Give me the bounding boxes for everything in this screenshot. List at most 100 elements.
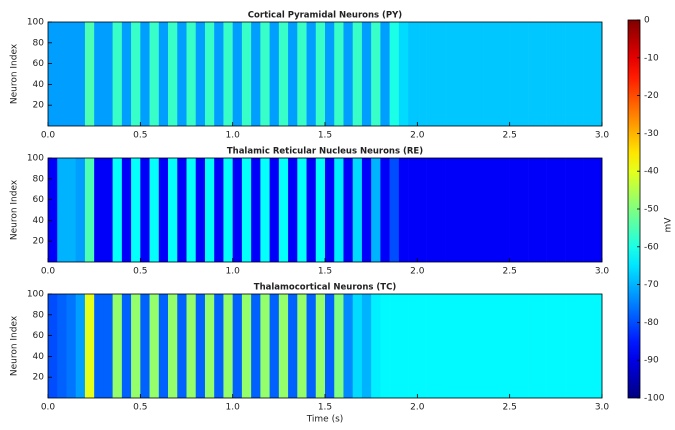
heat-cell xyxy=(66,294,76,398)
heat-cell xyxy=(325,22,335,126)
y-tick-label: 40 xyxy=(33,80,45,90)
heat-cell xyxy=(251,22,261,126)
heat-cell xyxy=(592,158,603,262)
y-tick-label: 20 xyxy=(33,101,45,111)
heat-cell xyxy=(325,294,335,398)
heat-cell xyxy=(84,22,95,126)
heat-cell xyxy=(509,22,520,126)
colorbar-tick-label: -90 xyxy=(644,356,659,366)
heat-cell xyxy=(260,22,270,126)
heat-cell xyxy=(352,158,363,262)
heat-cell xyxy=(84,158,95,262)
y-tick-label: 80 xyxy=(33,38,45,48)
heat-cell xyxy=(343,294,353,398)
heat-cell xyxy=(103,294,113,398)
heat-cell xyxy=(297,22,307,126)
heat-cell xyxy=(214,294,224,398)
heat-cell xyxy=(306,22,317,126)
heat-cell xyxy=(48,158,58,262)
heat-cell xyxy=(555,294,566,398)
heat-cell xyxy=(168,22,178,126)
heat-cell xyxy=(500,158,510,262)
heat-cell xyxy=(269,158,280,262)
colorbar-tick-label: -10 xyxy=(644,53,659,63)
heat-cell xyxy=(251,158,261,262)
heat-cell xyxy=(260,294,270,398)
heat-cell xyxy=(121,294,132,398)
heat-cell xyxy=(435,22,446,126)
heat-cell xyxy=(398,22,409,126)
heat-cell xyxy=(445,22,455,126)
x-tick-label: 0.0 xyxy=(41,403,56,413)
heat-cell xyxy=(371,158,381,262)
y-tick-label: 100 xyxy=(27,154,44,164)
heat-cell xyxy=(380,294,390,398)
y-tick-label: 60 xyxy=(33,331,45,341)
heat-cell xyxy=(48,294,58,398)
heat-cell xyxy=(583,158,594,262)
heat-cell xyxy=(408,158,418,262)
heat-cell xyxy=(592,294,603,398)
heat-cell xyxy=(297,294,307,398)
heat-cell xyxy=(574,294,584,398)
heat-cell xyxy=(195,158,206,262)
heat-cell xyxy=(75,158,86,262)
x-tick-label: 1.5 xyxy=(318,403,332,413)
heat-cell xyxy=(140,158,150,262)
heat-cell xyxy=(121,22,132,126)
heat-cell xyxy=(500,22,510,126)
heat-cell xyxy=(149,158,160,262)
heat-cell xyxy=(278,22,289,126)
heat-cell xyxy=(528,294,538,398)
heat-cell xyxy=(94,294,104,398)
y-tick-label: 40 xyxy=(33,216,45,226)
heat-cell xyxy=(546,294,557,398)
colorbar-tick-label: -80 xyxy=(644,318,659,328)
heat-cell xyxy=(177,22,187,126)
heat-cell xyxy=(315,294,326,398)
heat-cell xyxy=(112,22,123,126)
x-tick-label: 0.0 xyxy=(41,131,56,141)
heat-cell xyxy=(288,22,298,126)
heat-cell xyxy=(260,158,270,262)
colorbar-tick-label: -50 xyxy=(644,205,659,215)
heat-cell xyxy=(334,22,344,126)
heat-cell xyxy=(454,158,464,262)
heat-cell xyxy=(315,22,326,126)
heat-cell xyxy=(555,22,566,126)
heat-cell xyxy=(583,294,594,398)
heat-cell xyxy=(177,294,187,398)
y-axis-label: Neuron Index xyxy=(10,43,20,104)
heat-cell xyxy=(528,158,538,262)
x-tick-label: 1.5 xyxy=(318,267,332,277)
heat-cell xyxy=(361,22,372,126)
heat-cell xyxy=(325,158,335,262)
heat-cell xyxy=(435,294,446,398)
y-tick-label: 100 xyxy=(27,290,44,300)
x-tick-label: 0.5 xyxy=(133,403,147,413)
heat-cell xyxy=(158,22,169,126)
heat-cell xyxy=(288,294,298,398)
x-tick-label: 0.0 xyxy=(41,267,56,277)
heat-cell xyxy=(306,158,317,262)
y-tick-label: 20 xyxy=(33,237,45,247)
y-tick-label: 20 xyxy=(33,373,45,383)
panel-title: Thalamic Reticular Nucleus Neurons (RE) xyxy=(227,147,423,157)
heat-cell xyxy=(352,294,363,398)
heat-cell xyxy=(66,158,76,262)
y-tick-label: 80 xyxy=(33,310,45,320)
heat-cell xyxy=(75,294,86,398)
heat-cell xyxy=(398,158,409,262)
y-tick-label: 60 xyxy=(33,195,45,205)
heat-cell xyxy=(75,22,86,126)
heat-cell xyxy=(131,294,141,398)
y-axis-label: Neuron Index xyxy=(10,315,20,376)
heat-cell xyxy=(417,294,427,398)
y-tick-label: 40 xyxy=(33,352,45,362)
heat-cell xyxy=(371,294,381,398)
heat-cell xyxy=(445,158,455,262)
panel-title: Thalamocortical Neurons (TC) xyxy=(254,283,397,293)
y-tick-label: 80 xyxy=(33,174,45,184)
heat-cell xyxy=(380,158,390,262)
heat-cell xyxy=(278,158,289,262)
